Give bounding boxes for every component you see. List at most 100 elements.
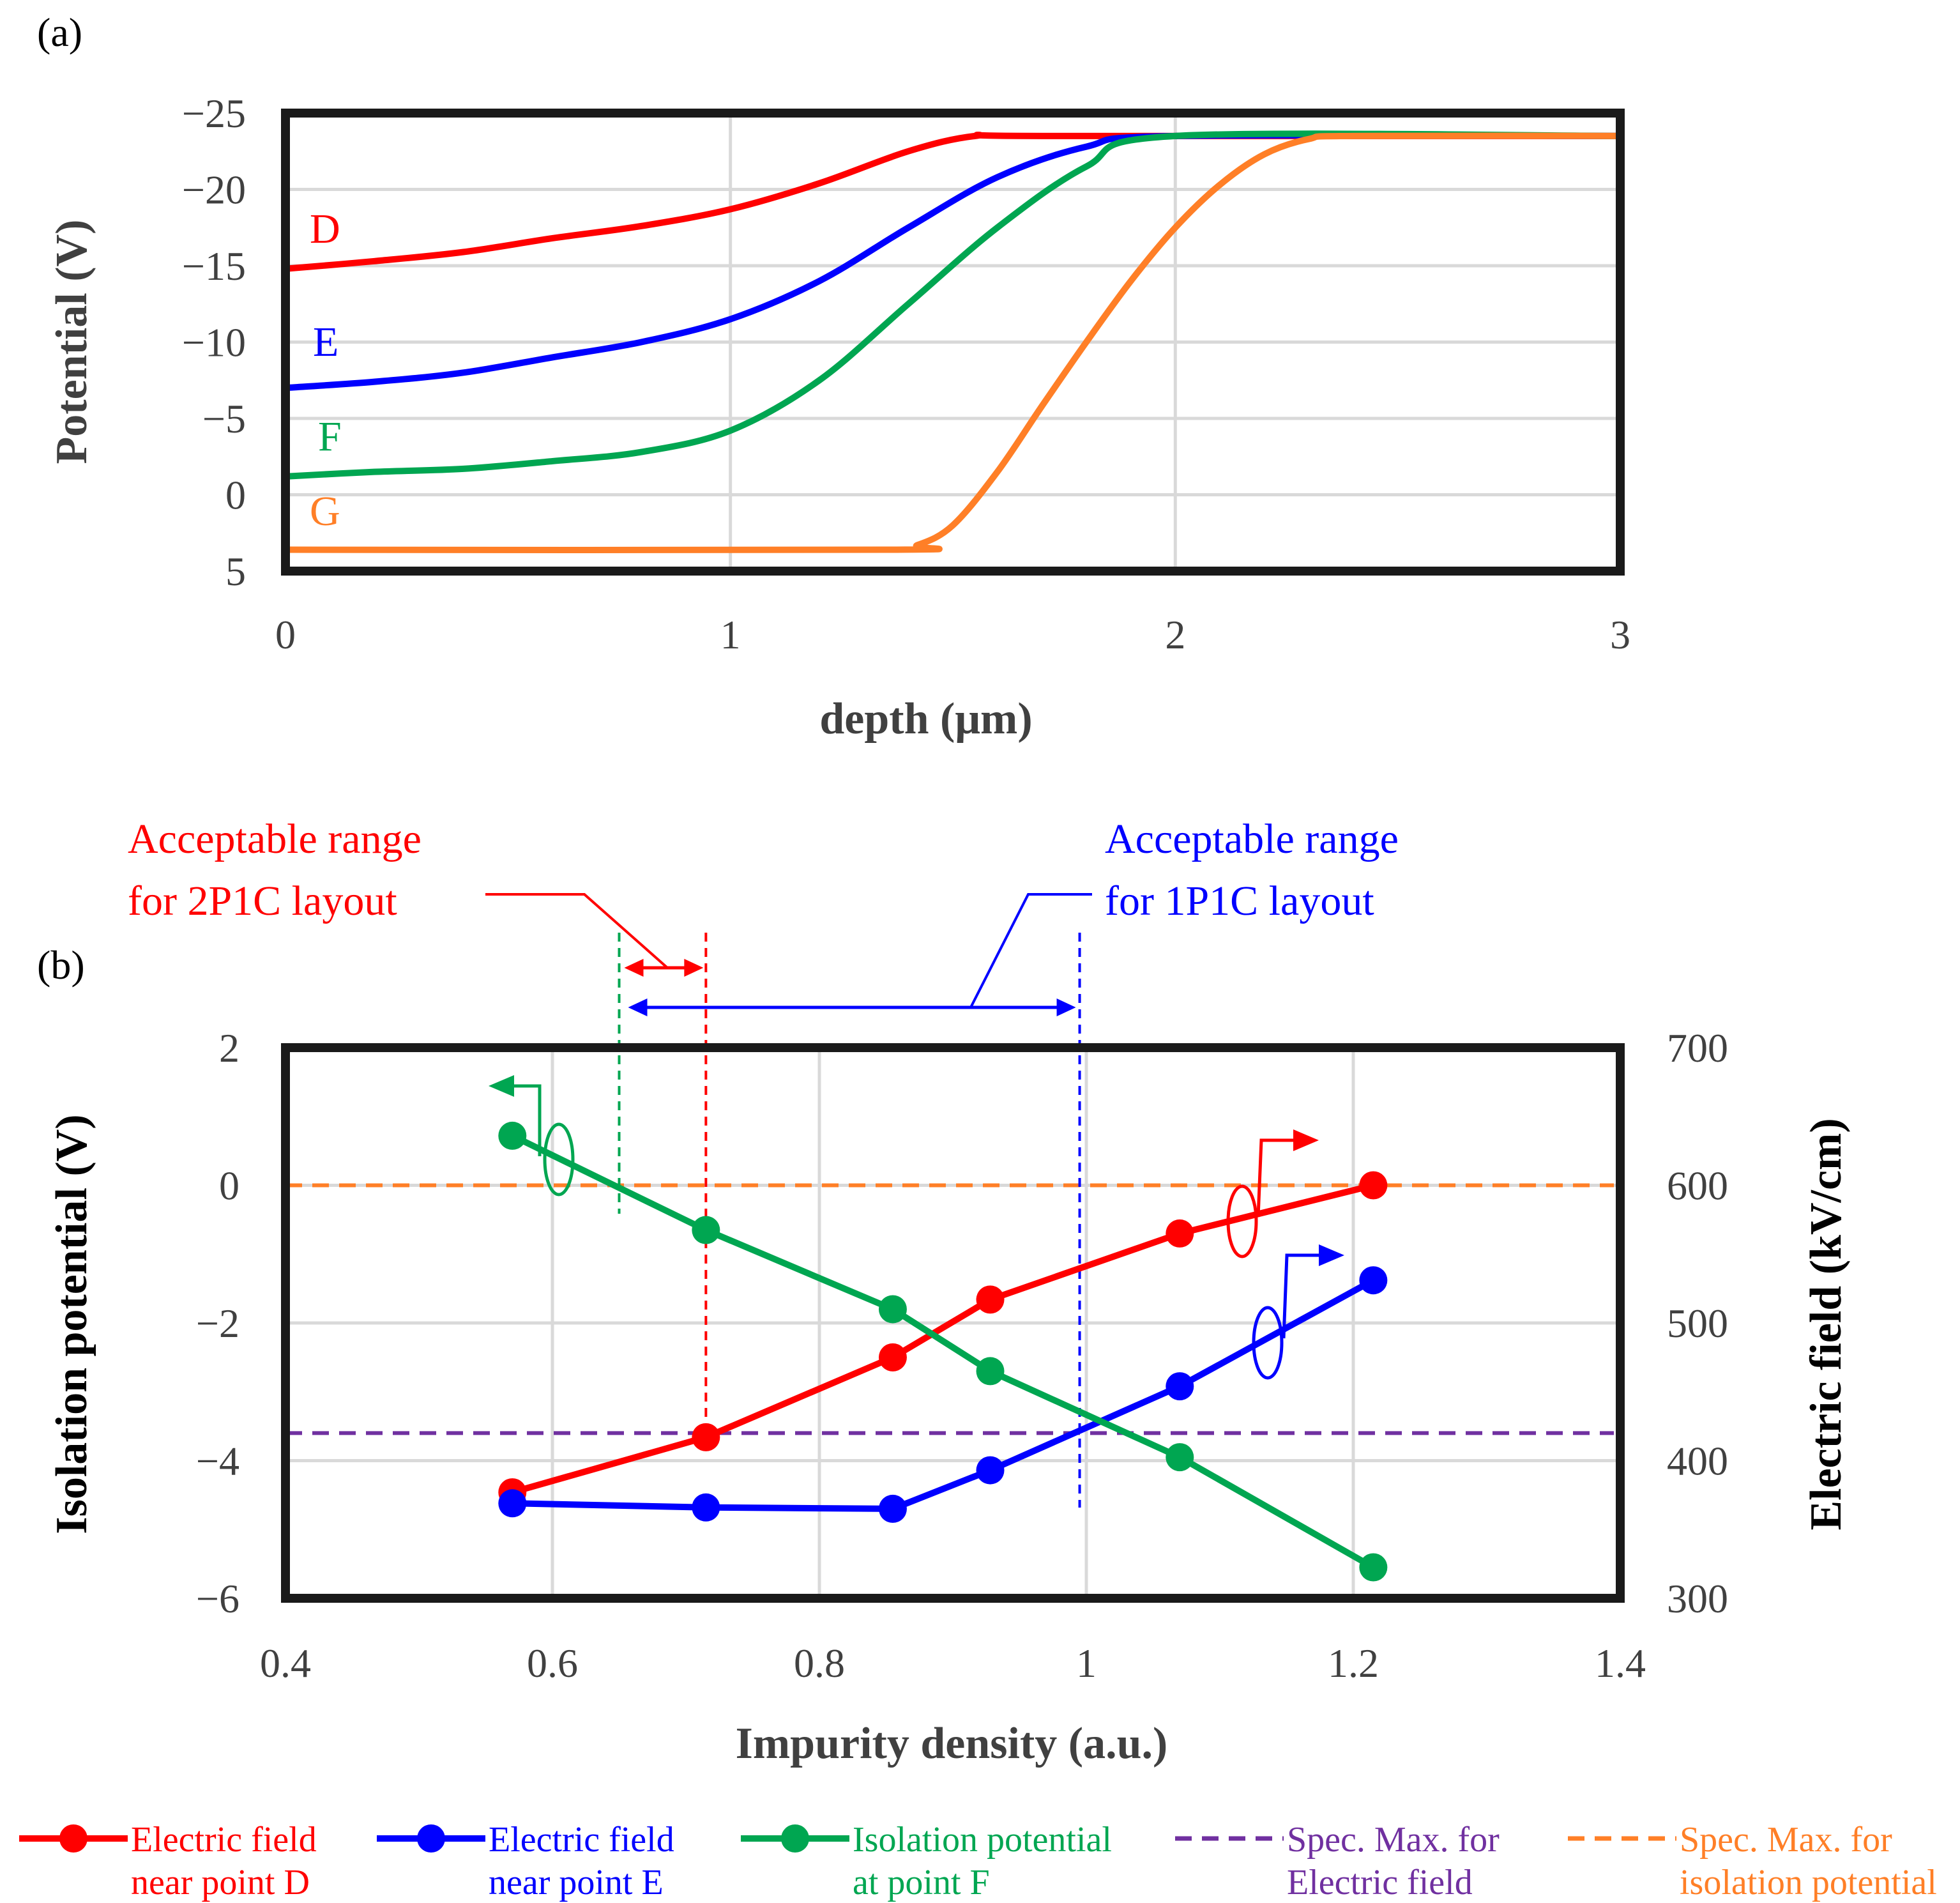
panel-b-left-y-tick-label: −6 xyxy=(196,1576,239,1621)
panel-a-x-tick-label: 2 xyxy=(1165,612,1185,657)
data-point-blue xyxy=(1359,1266,1388,1295)
panel-b-right-y-tick-label: 300 xyxy=(1667,1576,1728,1621)
panel-a-plot-frame xyxy=(281,109,1625,576)
panel-a-y-tick-label: −10 xyxy=(182,320,246,365)
data-point-blue xyxy=(692,1493,720,1522)
panel-b-series xyxy=(498,1121,1388,1582)
data-point-red xyxy=(692,1423,720,1451)
legend-label-line2: near point D xyxy=(131,1863,310,1902)
annotation-1p1c-line1: Acceptable range xyxy=(1105,816,1399,862)
leader-1p1c xyxy=(969,893,1092,1008)
legend-label-line2: at point F xyxy=(853,1863,990,1902)
data-point-green xyxy=(976,1357,1005,1386)
panel-a-x-tick-label: 3 xyxy=(1610,612,1630,657)
panel-b-right-y-tick-label: 500 xyxy=(1667,1301,1728,1346)
panel-b-x-tick-label: 0.8 xyxy=(794,1640,845,1686)
panel-b-x-tick-label: 1.2 xyxy=(1328,1640,1379,1686)
annotation-2p1c-line2: for 2P1C layout xyxy=(128,878,397,924)
data-point-green xyxy=(1359,1553,1388,1582)
panel-b-left-y-tick-label: −2 xyxy=(196,1301,239,1346)
data-point-green xyxy=(878,1295,907,1324)
range-arrow-1p1c-head-right xyxy=(1056,998,1076,1016)
panel-a-y-tick-label: −20 xyxy=(182,167,246,213)
panel-a-x-tick-label: 0 xyxy=(275,612,296,657)
potential-curve-f xyxy=(285,130,1621,480)
leader-2p1c xyxy=(485,893,669,969)
panel-a-y-tick-label: −15 xyxy=(182,243,246,289)
data-point-green xyxy=(498,1121,527,1150)
legend-swatch-marker-blue xyxy=(417,1824,445,1853)
legend-label-line1: Isolation potential xyxy=(853,1820,1112,1860)
data-point-blue xyxy=(976,1456,1005,1485)
panel-a-curves xyxy=(285,130,1621,554)
panel-a-x-axis-label: depth (μm) xyxy=(819,694,1032,744)
curve-label-d: D xyxy=(310,206,340,252)
panel-a-label: (a) xyxy=(37,10,82,55)
green-left-axis-indicator xyxy=(489,1075,575,1196)
data-point-green xyxy=(1166,1443,1194,1472)
panel-a-y-tick-label: 0 xyxy=(225,473,246,518)
data-point-red xyxy=(878,1343,907,1372)
potential-curve-g xyxy=(285,132,1621,554)
panel-b-right-y-tick-label: 700 xyxy=(1667,1025,1728,1071)
series-line-red xyxy=(511,1182,1374,1495)
data-point-blue xyxy=(878,1494,907,1523)
panel-b-right-y-tick-label: 400 xyxy=(1667,1439,1728,1484)
panel-b-ticks: −6 −4 −2 0 2 300 400 500 600 700 0.4 0.6 0.8 1 1.2 1.4 xyxy=(196,1025,1728,1686)
panel-b-left-y-tick-label: −4 xyxy=(196,1439,239,1484)
curve-label-e: E xyxy=(313,319,338,365)
legend-label-line1: Spec. Max. for xyxy=(1287,1820,1500,1860)
panel-b-x-tick-label: 1.4 xyxy=(1595,1640,1646,1686)
panel-b-right-y-axis-label: Electric field (kV/cm) xyxy=(1802,1118,1851,1530)
blue-right-axis-indicator xyxy=(1252,1244,1344,1380)
curve-label-f: F xyxy=(318,413,342,460)
legend-label-line1: Electric field xyxy=(489,1820,674,1860)
panel-b-plot-frame xyxy=(281,1043,1625,1603)
annotation-1p1c-line2: for 1P1C layout xyxy=(1105,878,1374,924)
range-arrow-2p1c-head-left xyxy=(624,959,644,977)
panel-a-y-axis-label: Potential (V) xyxy=(47,220,96,464)
panel-b-x-tick-label: 1 xyxy=(1076,1640,1097,1686)
legend-swatch-marker-green xyxy=(781,1824,809,1853)
range-arrow-1p1c-head-left xyxy=(628,998,648,1016)
series-line-blue xyxy=(512,1277,1375,1512)
panel-b-right-y-tick-label: 600 xyxy=(1667,1163,1728,1209)
legend-label-line1: Spec. Max. for xyxy=(1680,1820,1892,1860)
data-point-blue xyxy=(498,1489,527,1518)
data-point-red xyxy=(976,1285,1005,1314)
panel-a-y-tick-label: −25 xyxy=(182,91,246,136)
data-point-red xyxy=(1359,1171,1388,1200)
panel-b-left-y-tick-label: 0 xyxy=(219,1163,239,1209)
panel-b-x-axis-label: Impurity density (a.u.) xyxy=(736,1719,1168,1768)
curve-label-g: G xyxy=(310,488,340,535)
legend-label-line1: Electric field xyxy=(131,1820,317,1860)
data-point-blue xyxy=(1166,1372,1194,1401)
panel-b-left-y-tick-label: 2 xyxy=(219,1025,239,1071)
panel-b-left-y-axis-label: Isolation potential (V) xyxy=(47,1114,96,1534)
panel-b: (b) Acceptable range for 2P1C layout Acc… xyxy=(37,816,1851,1768)
panel-b-x-tick-label: 0.6 xyxy=(527,1640,578,1686)
data-point-red xyxy=(1166,1219,1194,1248)
data-point-green xyxy=(692,1216,720,1244)
series-line-green xyxy=(511,1133,1375,1570)
panel-a-x-tick-label: 1 xyxy=(720,612,741,657)
red-right-axis-indicator xyxy=(1226,1129,1319,1258)
panel-a-grid xyxy=(284,111,1622,573)
annotation-2p1c-line1: Acceptable range xyxy=(128,816,422,862)
panel-a-y-tick-label: −5 xyxy=(202,396,246,441)
legend-label-line2: near point E xyxy=(489,1863,664,1902)
panel-a-y-tick-label: 5 xyxy=(225,549,246,594)
potential-curve-d xyxy=(285,132,1620,272)
legend-label-line2: isolation potential xyxy=(1680,1863,1937,1902)
legend-label-line2: Electric field xyxy=(1287,1863,1473,1902)
panel-b-label: (b) xyxy=(37,942,85,988)
panel-b-acceptable-range-markers xyxy=(485,893,1092,1508)
panel-b-spec-lines xyxy=(285,1183,1614,1435)
legend-swatch-marker-red xyxy=(59,1824,87,1853)
panel-b-x-tick-label: 0.4 xyxy=(260,1640,311,1686)
range-arrow-2p1c-head-right xyxy=(684,959,704,977)
